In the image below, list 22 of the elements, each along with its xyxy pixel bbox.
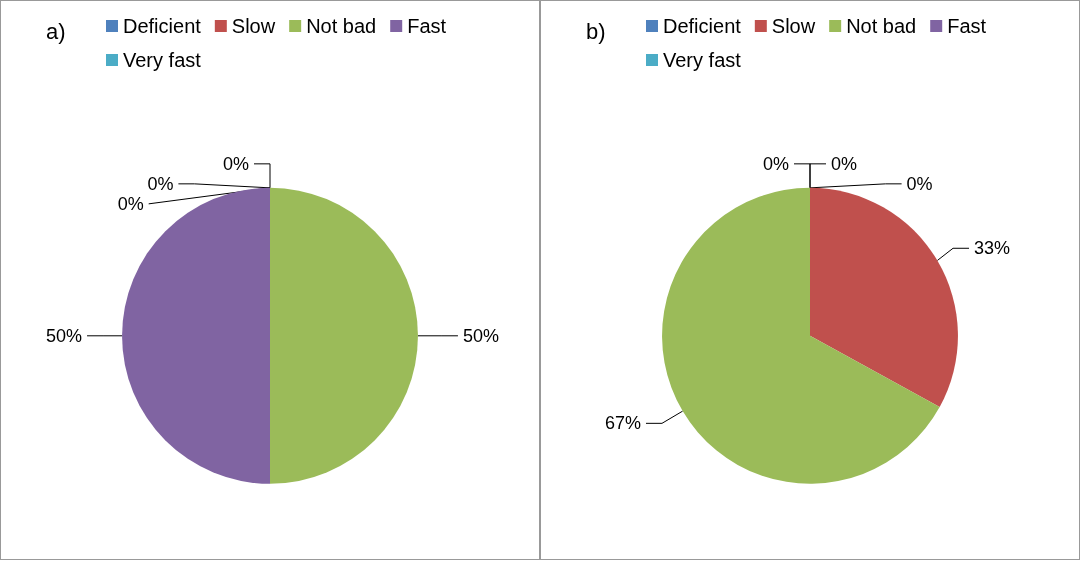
legend-label: Fast	[407, 15, 447, 37]
text: 0%	[147, 173, 174, 194]
data-label: 50%	[462, 325, 499, 346]
chart-title: a)	[46, 18, 66, 44]
text: 0%	[831, 153, 858, 174]
chart-title: b)	[586, 18, 606, 44]
legend-label: Not bad	[306, 15, 377, 37]
text: 0%	[762, 153, 789, 174]
legend-label: Slow	[231, 15, 276, 37]
legend-label: Deficient	[123, 15, 202, 37]
legend-label: Deficient	[663, 15, 742, 37]
text: 0%	[906, 173, 933, 194]
data-label: 33%	[974, 238, 1011, 259]
legend-label: Very fast	[663, 49, 742, 71]
legend-label: Fast	[947, 15, 987, 37]
text: 0%	[117, 193, 144, 214]
legend-label: Not bad	[846, 15, 917, 37]
legend-label: Very fast	[123, 49, 202, 71]
text: 0%	[222, 153, 249, 174]
data-label: 50%	[46, 325, 83, 346]
data-label: 67%	[604, 413, 641, 434]
legend-label: Slow	[771, 15, 816, 37]
